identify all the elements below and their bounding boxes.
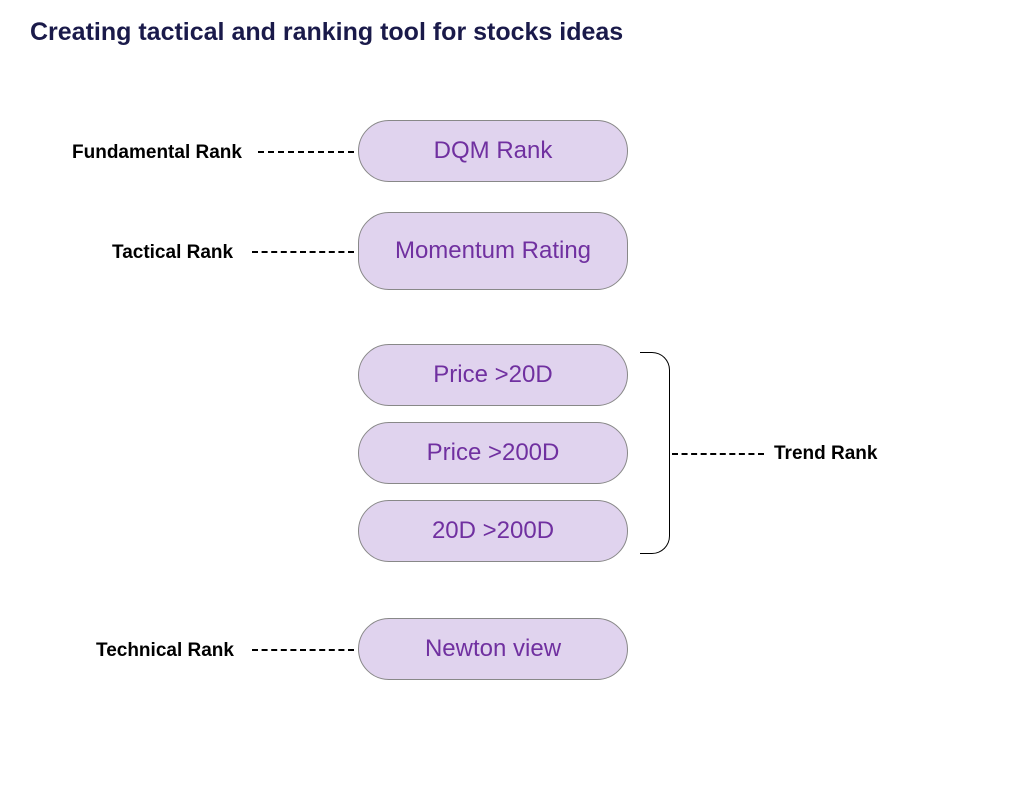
pill-price-20d: Price >20D <box>358 344 628 406</box>
label-trend-rank: Trend Rank <box>774 443 877 465</box>
connector-fundamental <box>258 151 354 153</box>
pill-newton-label: Newton view <box>425 635 561 663</box>
pill-20d-200d-label: 20D >200D <box>432 517 554 545</box>
pill-momentum-label: Momentum Rating <box>395 237 591 265</box>
label-technical-rank: Technical Rank <box>96 640 234 662</box>
connector-trend <box>672 453 764 455</box>
page-title: Creating tactical and ranking tool for s… <box>30 18 623 47</box>
connector-tactical <box>252 251 354 253</box>
pill-dqm-rank: DQM Rank <box>358 120 628 182</box>
pill-momentum-rating: Momentum Rating <box>358 212 628 290</box>
pill-20d-200d: 20D >200D <box>358 500 628 562</box>
label-fundamental-rank: Fundamental Rank <box>72 142 242 164</box>
pill-dqm-label: DQM Rank <box>434 137 553 165</box>
pill-price-200d-label: Price >200D <box>427 439 560 467</box>
pill-price-200d: Price >200D <box>358 422 628 484</box>
connector-technical <box>252 649 354 651</box>
pill-price-20d-label: Price >20D <box>433 361 552 389</box>
pill-newton-view: Newton view <box>358 618 628 680</box>
bracket-trend <box>640 352 670 554</box>
label-tactical-rank: Tactical Rank <box>112 242 233 264</box>
